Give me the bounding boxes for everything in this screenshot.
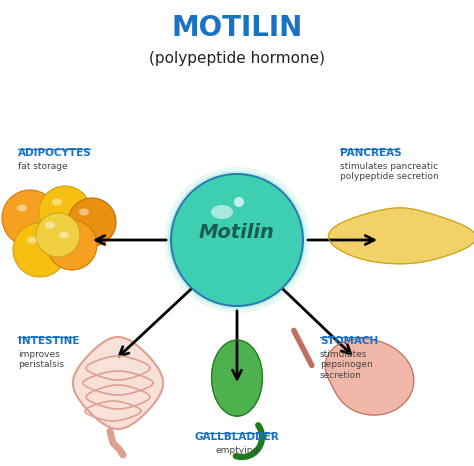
Circle shape	[170, 173, 304, 307]
Text: fat storage: fat storage	[18, 162, 68, 171]
Text: GALLBLADDER: GALLBLADDER	[195, 432, 279, 442]
Circle shape	[39, 186, 91, 238]
Text: ADIPOCYTES: ADIPOCYTES	[18, 148, 92, 158]
Circle shape	[36, 213, 80, 257]
Ellipse shape	[79, 208, 89, 215]
Circle shape	[164, 167, 310, 313]
Text: Motilin: Motilin	[199, 222, 275, 241]
Circle shape	[47, 220, 97, 270]
Ellipse shape	[17, 205, 27, 212]
Text: STOMACH: STOMACH	[320, 336, 378, 346]
Circle shape	[2, 190, 58, 246]
Text: INTESTINE: INTESTINE	[18, 336, 80, 346]
Ellipse shape	[52, 199, 62, 206]
Text: (polypeptide hormone): (polypeptide hormone)	[149, 50, 325, 66]
Circle shape	[68, 198, 116, 246]
Ellipse shape	[45, 221, 55, 228]
Ellipse shape	[211, 205, 233, 219]
Circle shape	[168, 171, 306, 309]
Circle shape	[234, 197, 244, 207]
Text: PANCREAS: PANCREAS	[340, 148, 401, 158]
Ellipse shape	[59, 232, 69, 239]
Polygon shape	[73, 337, 163, 429]
Polygon shape	[211, 340, 263, 416]
Polygon shape	[325, 339, 414, 415]
Text: stimulates
pepsinogen
secretion: stimulates pepsinogen secretion	[320, 350, 373, 380]
Ellipse shape	[27, 237, 37, 244]
Text: MOTILIN: MOTILIN	[172, 14, 302, 42]
Circle shape	[13, 223, 67, 277]
Text: stimulates pancreatic
polypeptide secretion: stimulates pancreatic polypeptide secret…	[340, 162, 439, 181]
Text: improves
peristalsis: improves peristalsis	[18, 350, 64, 370]
Text: emptying: emptying	[215, 446, 259, 455]
Polygon shape	[328, 208, 474, 264]
Circle shape	[172, 175, 302, 305]
